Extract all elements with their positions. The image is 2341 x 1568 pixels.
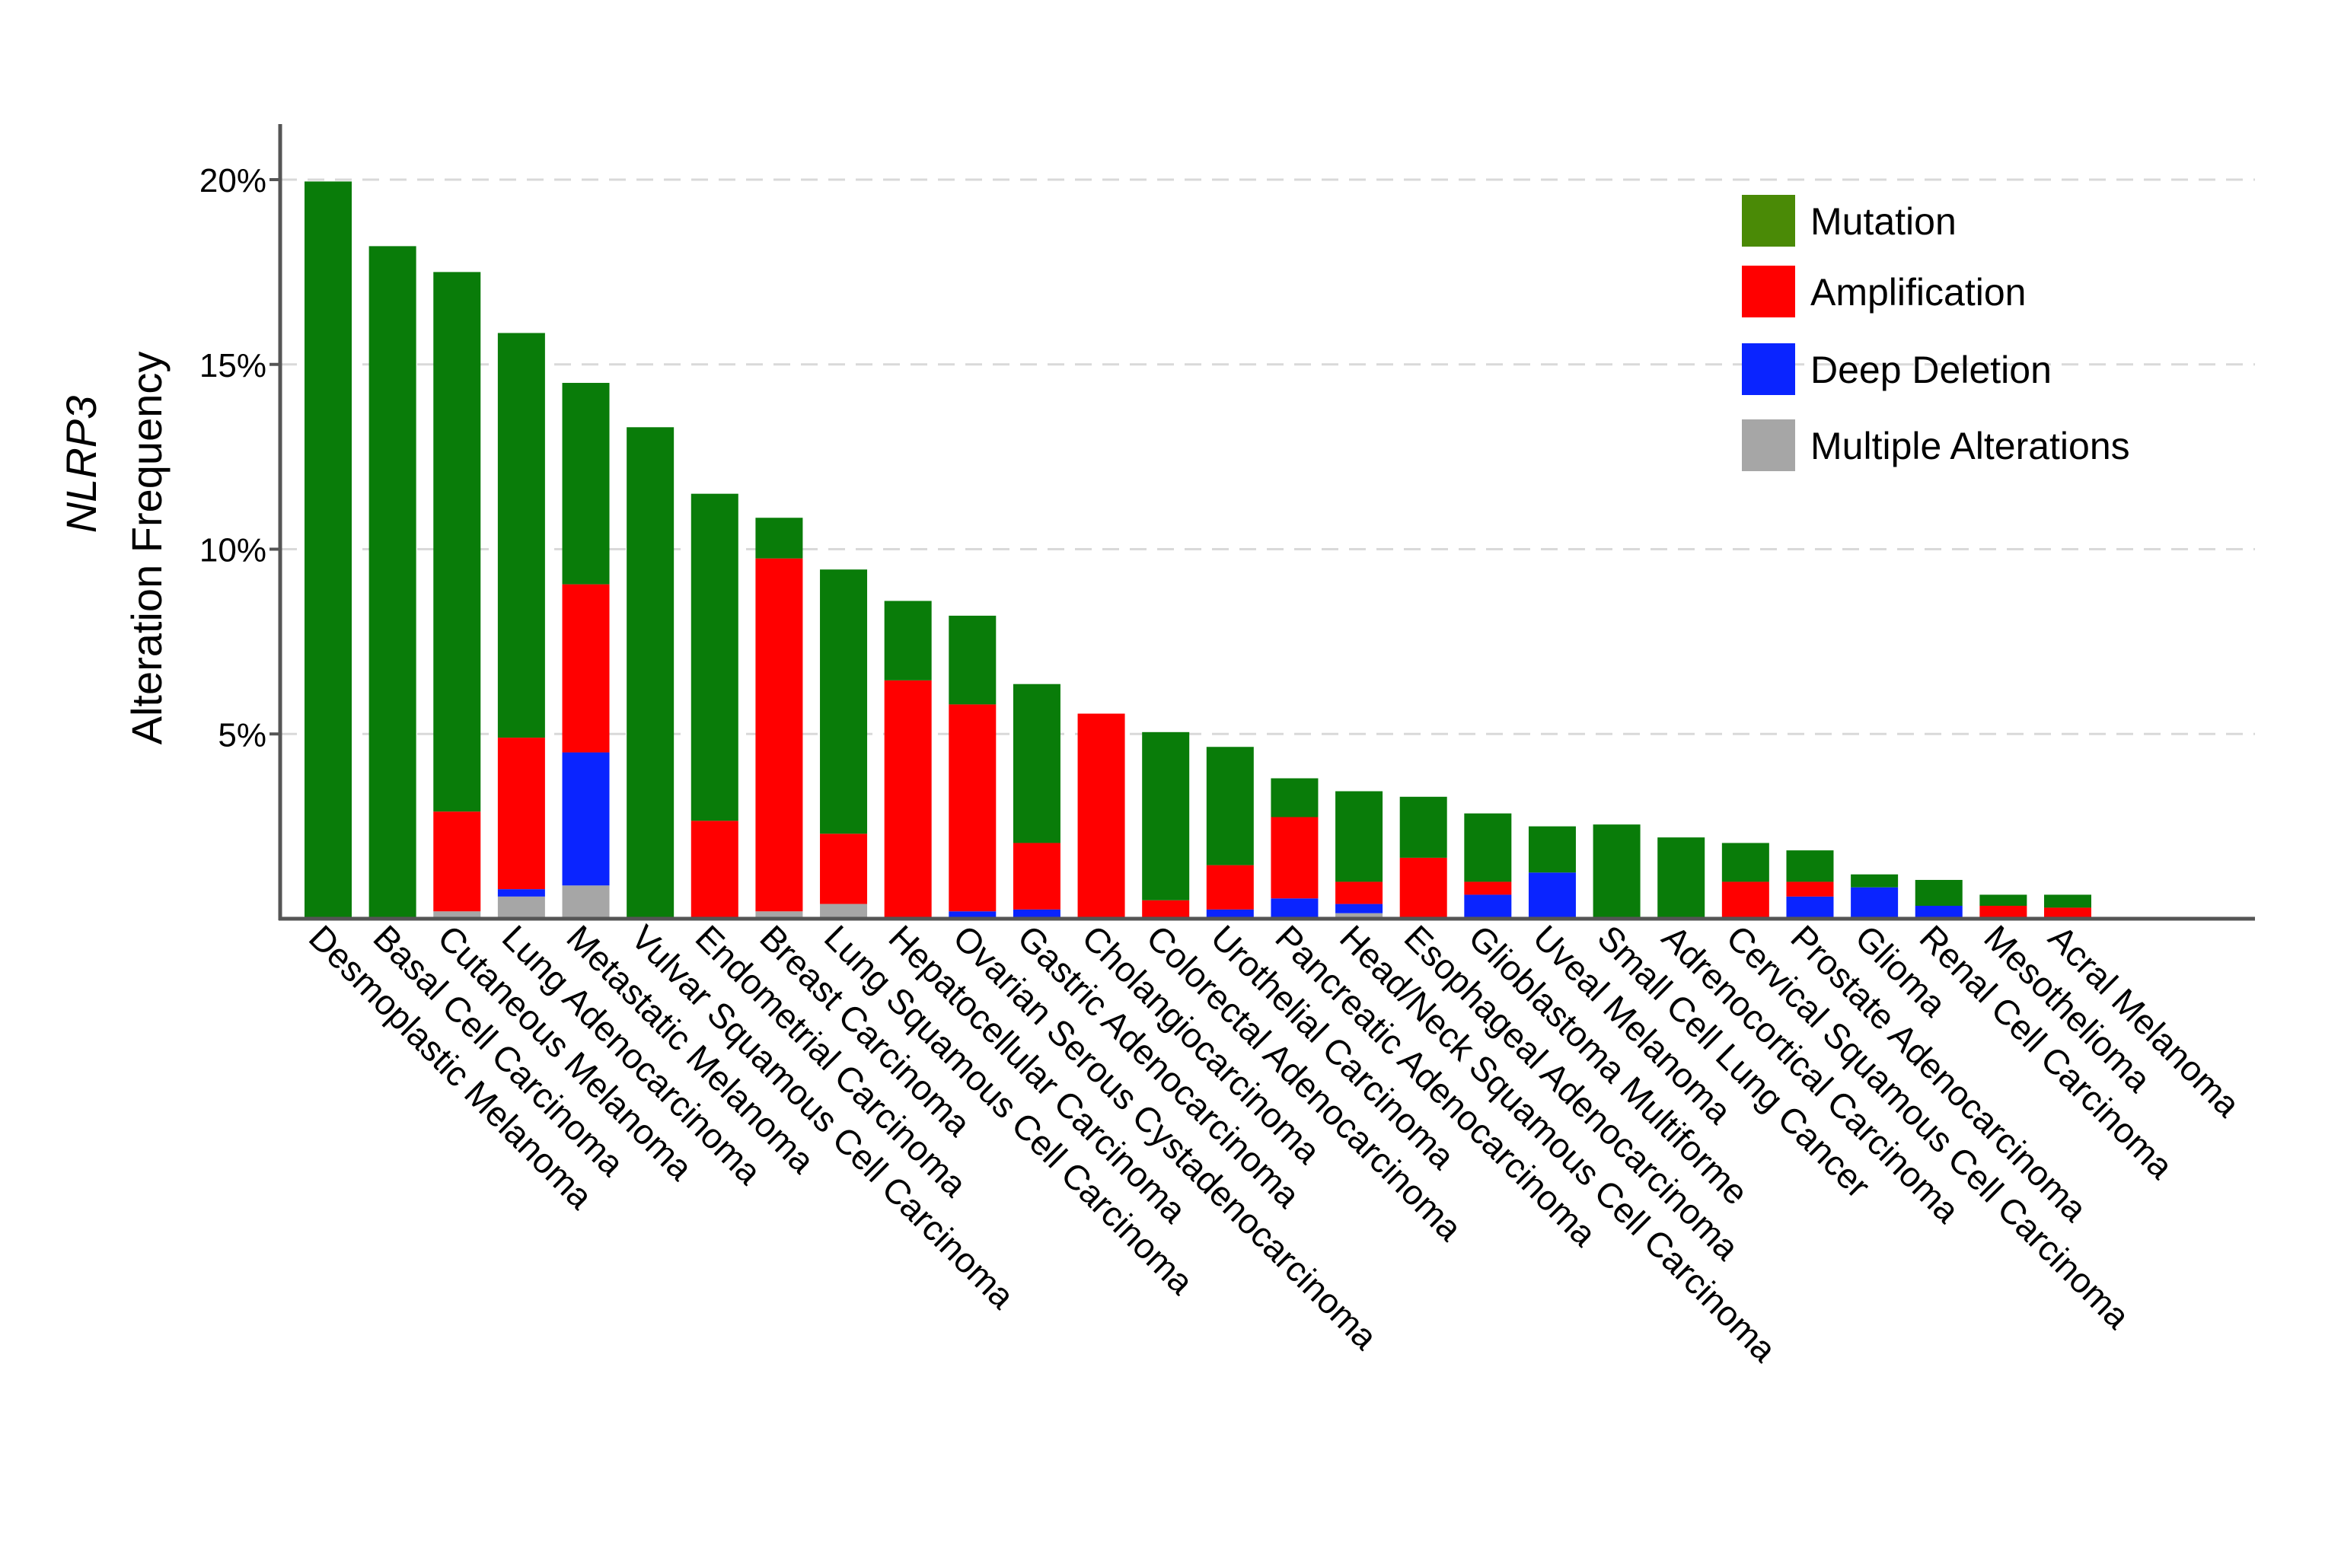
bar-segment bbox=[949, 911, 997, 919]
bar-segment bbox=[820, 904, 868, 919]
bar-segment bbox=[1528, 872, 1576, 919]
bar-segment bbox=[1528, 826, 1576, 873]
bar-segment bbox=[497, 896, 545, 919]
bar-segment bbox=[690, 493, 738, 821]
y-tick-label: 10% bbox=[199, 532, 266, 569]
bar-segment bbox=[1142, 900, 1190, 919]
bar-segment bbox=[1721, 881, 1769, 919]
y-tick-label: 20% bbox=[199, 162, 266, 199]
bar-segment bbox=[1271, 898, 1319, 919]
bar-segment bbox=[1206, 909, 1254, 919]
bar-segment bbox=[1206, 865, 1254, 910]
legend: Mutation Amplification Deep Deletion Multip… bbox=[1742, 195, 2130, 471]
y-tick-labels: 5% 10% 15% 20% bbox=[199, 162, 280, 754]
y-axis-label: Alteration Frequency bbox=[123, 352, 171, 745]
bar-segment bbox=[433, 911, 481, 919]
bar-segment bbox=[433, 272, 481, 812]
bar-segment bbox=[497, 889, 545, 897]
bar-segment bbox=[627, 427, 675, 919]
bar-segment bbox=[1271, 817, 1319, 899]
y-axis-title: NLRP3 Alteration Frequency bbox=[57, 352, 171, 745]
bar-segment bbox=[562, 584, 610, 753]
bar-segment bbox=[1786, 850, 1834, 882]
bar-segment bbox=[1464, 894, 1512, 919]
legend-item: Deep Deletion bbox=[1742, 343, 2052, 395]
legend-label: Mutation bbox=[1810, 200, 1957, 243]
bar-segment bbox=[1077, 713, 1125, 919]
bar-segment bbox=[949, 615, 997, 705]
legend-item: Mutation bbox=[1742, 195, 1957, 247]
bar-segment bbox=[884, 601, 932, 680]
bar-segment bbox=[497, 738, 545, 890]
bar-segment bbox=[1851, 874, 1899, 888]
bar-segment bbox=[1399, 857, 1447, 919]
legend-swatch bbox=[1742, 266, 1795, 317]
bar-segment bbox=[1915, 880, 1963, 907]
bar-segment bbox=[1786, 881, 1834, 897]
bar-segment bbox=[1464, 813, 1512, 882]
bar-segment bbox=[755, 558, 803, 912]
axes bbox=[278, 124, 2255, 921]
bar-segment bbox=[820, 569, 868, 834]
legend-label: Amplification bbox=[1810, 271, 2026, 314]
y-tick-label: 15% bbox=[199, 347, 266, 384]
bar-segment bbox=[1979, 894, 2027, 907]
y-tick-label: 5% bbox=[218, 716, 266, 754]
bar-segment bbox=[755, 911, 803, 919]
legend-label: Deep Deletion bbox=[1810, 349, 2052, 391]
bar-segment bbox=[1915, 906, 1963, 919]
legend-swatch bbox=[1742, 419, 1795, 471]
bars bbox=[305, 181, 2091, 919]
bar-segment bbox=[690, 821, 738, 919]
bar-segment bbox=[497, 333, 545, 738]
bar-segment bbox=[1593, 824, 1641, 919]
legend-item: Multiple Alterations bbox=[1742, 419, 2130, 471]
bar-segment bbox=[1142, 731, 1190, 900]
bar-segment bbox=[1851, 887, 1899, 919]
legend-label: Multiple Alterations bbox=[1810, 425, 2130, 467]
bar-segment bbox=[820, 833, 868, 904]
bar-segment bbox=[1271, 778, 1319, 817]
bar-segment bbox=[562, 885, 610, 919]
bar-segment bbox=[1657, 837, 1705, 919]
bar-segment bbox=[368, 246, 416, 919]
bar-segment bbox=[2044, 907, 2091, 919]
bar-segment bbox=[1786, 896, 1834, 919]
bar-segment bbox=[884, 680, 932, 919]
bar-segment bbox=[305, 181, 352, 919]
bar-segment bbox=[2044, 894, 2091, 908]
bar-segment bbox=[1013, 909, 1060, 919]
bar-segment bbox=[755, 518, 803, 559]
bar-segment bbox=[1979, 906, 2027, 919]
bar-segment bbox=[1013, 843, 1060, 910]
bar-segment bbox=[1206, 747, 1254, 865]
bar-segment bbox=[1721, 843, 1769, 882]
bar-segment bbox=[1335, 913, 1383, 919]
bar-segment bbox=[1013, 684, 1060, 843]
bar-segment bbox=[1335, 881, 1383, 904]
bar-segment bbox=[1399, 796, 1447, 858]
bar-segment bbox=[1464, 881, 1512, 895]
bar-segment bbox=[949, 704, 997, 912]
legend-swatch bbox=[1742, 343, 1795, 395]
bar-segment bbox=[562, 752, 610, 886]
bar-segment bbox=[1335, 791, 1383, 882]
legend-swatch bbox=[1742, 195, 1795, 247]
bar-segment bbox=[433, 811, 481, 912]
y-axis-gene-label: NLRP3 bbox=[57, 396, 105, 534]
bar-segment bbox=[562, 383, 610, 585]
bar-segment bbox=[1335, 904, 1383, 913]
legend-item: Amplification bbox=[1742, 266, 2026, 317]
